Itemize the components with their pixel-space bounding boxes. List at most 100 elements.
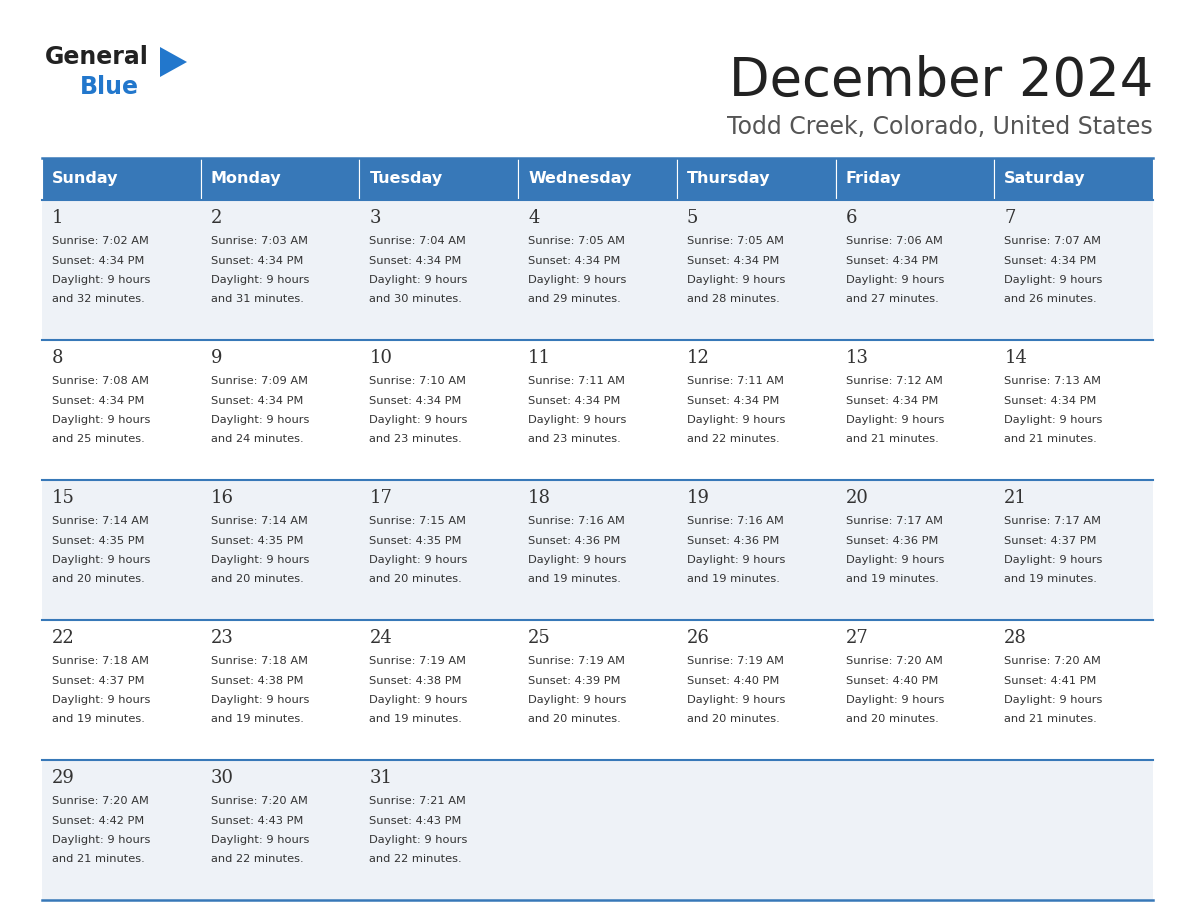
Text: Sunrise: 7:17 AM: Sunrise: 7:17 AM: [846, 516, 942, 526]
Text: and 32 minutes.: and 32 minutes.: [52, 295, 145, 305]
Text: 22: 22: [52, 629, 75, 647]
Text: 3: 3: [369, 209, 381, 227]
Text: Sunrise: 7:21 AM: Sunrise: 7:21 AM: [369, 796, 467, 806]
Text: 10: 10: [369, 349, 392, 367]
Text: and 29 minutes.: and 29 minutes.: [529, 295, 621, 305]
Text: Daylight: 9 hours: Daylight: 9 hours: [1004, 415, 1102, 425]
Text: and 19 minutes.: and 19 minutes.: [210, 714, 304, 724]
Text: 12: 12: [687, 349, 709, 367]
Text: Daylight: 9 hours: Daylight: 9 hours: [52, 555, 151, 565]
Bar: [42, 158, 201, 200]
Text: Sunrise: 7:13 AM: Sunrise: 7:13 AM: [1004, 376, 1101, 386]
Text: and 20 minutes.: and 20 minutes.: [846, 714, 939, 724]
Text: Blue: Blue: [80, 75, 139, 99]
Text: Sunrise: 7:09 AM: Sunrise: 7:09 AM: [210, 376, 308, 386]
Text: and 19 minutes.: and 19 minutes.: [687, 575, 779, 585]
Text: and 20 minutes.: and 20 minutes.: [687, 714, 779, 724]
Text: Sunrise: 7:19 AM: Sunrise: 7:19 AM: [369, 656, 467, 666]
Text: Sunset: 4:34 PM: Sunset: 4:34 PM: [52, 396, 145, 406]
Text: Wednesday: Wednesday: [529, 172, 632, 186]
Text: Daylight: 9 hours: Daylight: 9 hours: [846, 415, 944, 425]
Text: Daylight: 9 hours: Daylight: 9 hours: [52, 275, 151, 285]
Text: Daylight: 9 hours: Daylight: 9 hours: [1004, 555, 1102, 565]
Text: Daylight: 9 hours: Daylight: 9 hours: [687, 415, 785, 425]
Text: Sunrise: 7:06 AM: Sunrise: 7:06 AM: [846, 236, 942, 246]
Text: 26: 26: [687, 629, 709, 647]
Text: Sunset: 4:39 PM: Sunset: 4:39 PM: [529, 676, 620, 686]
Text: and 25 minutes.: and 25 minutes.: [52, 434, 145, 444]
Text: General: General: [45, 45, 148, 69]
Text: and 19 minutes.: and 19 minutes.: [369, 714, 462, 724]
Text: Daylight: 9 hours: Daylight: 9 hours: [210, 695, 309, 705]
Text: Sunset: 4:43 PM: Sunset: 4:43 PM: [210, 815, 303, 825]
Text: Sunrise: 7:17 AM: Sunrise: 7:17 AM: [1004, 516, 1101, 526]
Text: 13: 13: [846, 349, 868, 367]
Text: Sunrise: 7:03 AM: Sunrise: 7:03 AM: [210, 236, 308, 246]
Text: and 20 minutes.: and 20 minutes.: [52, 575, 145, 585]
Text: Sunrise: 7:11 AM: Sunrise: 7:11 AM: [529, 376, 625, 386]
Bar: [201, 158, 360, 200]
Text: Sunday: Sunday: [52, 172, 119, 186]
Text: Daylight: 9 hours: Daylight: 9 hours: [846, 275, 944, 285]
Text: Sunset: 4:34 PM: Sunset: 4:34 PM: [687, 396, 779, 406]
Text: and 21 minutes.: and 21 minutes.: [1004, 434, 1097, 444]
Text: and 23 minutes.: and 23 minutes.: [369, 434, 462, 444]
Text: Sunrise: 7:16 AM: Sunrise: 7:16 AM: [687, 516, 784, 526]
Text: Sunset: 4:38 PM: Sunset: 4:38 PM: [210, 676, 303, 686]
Text: and 20 minutes.: and 20 minutes.: [529, 714, 621, 724]
Text: Sunrise: 7:02 AM: Sunrise: 7:02 AM: [52, 236, 148, 246]
Text: Sunrise: 7:14 AM: Sunrise: 7:14 AM: [210, 516, 308, 526]
Text: 25: 25: [529, 629, 551, 647]
Bar: [42, 340, 1154, 480]
Text: Sunset: 4:34 PM: Sunset: 4:34 PM: [846, 255, 939, 265]
Bar: [360, 158, 518, 200]
Text: Sunrise: 7:10 AM: Sunrise: 7:10 AM: [369, 376, 467, 386]
Text: 24: 24: [369, 629, 392, 647]
Text: Daylight: 9 hours: Daylight: 9 hours: [687, 275, 785, 285]
Text: Daylight: 9 hours: Daylight: 9 hours: [529, 555, 626, 565]
Text: and 20 minutes.: and 20 minutes.: [210, 575, 303, 585]
Text: and 19 minutes.: and 19 minutes.: [1004, 575, 1098, 585]
Bar: [42, 620, 1154, 760]
Text: Sunrise: 7:20 AM: Sunrise: 7:20 AM: [210, 796, 308, 806]
Text: Daylight: 9 hours: Daylight: 9 hours: [529, 695, 626, 705]
Text: Sunrise: 7:19 AM: Sunrise: 7:19 AM: [687, 656, 784, 666]
Text: and 26 minutes.: and 26 minutes.: [1004, 295, 1097, 305]
Text: Daylight: 9 hours: Daylight: 9 hours: [369, 695, 468, 705]
Text: Sunrise: 7:05 AM: Sunrise: 7:05 AM: [687, 236, 784, 246]
Text: Sunrise: 7:12 AM: Sunrise: 7:12 AM: [846, 376, 942, 386]
Text: Thursday: Thursday: [687, 172, 770, 186]
Text: 30: 30: [210, 769, 234, 787]
Text: Sunset: 4:37 PM: Sunset: 4:37 PM: [1004, 535, 1097, 545]
Text: Daylight: 9 hours: Daylight: 9 hours: [210, 555, 309, 565]
Text: Daylight: 9 hours: Daylight: 9 hours: [1004, 275, 1102, 285]
Text: and 22 minutes.: and 22 minutes.: [210, 855, 303, 865]
Text: Monday: Monday: [210, 172, 282, 186]
Text: Sunrise: 7:20 AM: Sunrise: 7:20 AM: [52, 796, 148, 806]
Text: Sunset: 4:34 PM: Sunset: 4:34 PM: [369, 396, 462, 406]
Text: and 21 minutes.: and 21 minutes.: [846, 434, 939, 444]
Text: Sunset: 4:36 PM: Sunset: 4:36 PM: [687, 535, 779, 545]
Text: Sunset: 4:34 PM: Sunset: 4:34 PM: [1004, 255, 1097, 265]
Bar: [518, 158, 677, 200]
Polygon shape: [160, 47, 187, 77]
Text: 20: 20: [846, 489, 868, 507]
Text: Sunrise: 7:04 AM: Sunrise: 7:04 AM: [369, 236, 467, 246]
Text: Daylight: 9 hours: Daylight: 9 hours: [210, 415, 309, 425]
Text: 9: 9: [210, 349, 222, 367]
Text: 14: 14: [1004, 349, 1028, 367]
Text: Daylight: 9 hours: Daylight: 9 hours: [369, 275, 468, 285]
Bar: [994, 158, 1154, 200]
Text: Sunset: 4:37 PM: Sunset: 4:37 PM: [52, 676, 145, 686]
Text: Sunset: 4:34 PM: Sunset: 4:34 PM: [52, 255, 145, 265]
Text: Daylight: 9 hours: Daylight: 9 hours: [52, 835, 151, 845]
Text: and 19 minutes.: and 19 minutes.: [52, 714, 145, 724]
Text: and 23 minutes.: and 23 minutes.: [529, 434, 621, 444]
Text: Sunrise: 7:14 AM: Sunrise: 7:14 AM: [52, 516, 148, 526]
Text: Daylight: 9 hours: Daylight: 9 hours: [1004, 695, 1102, 705]
Text: Sunset: 4:35 PM: Sunset: 4:35 PM: [210, 535, 303, 545]
Bar: [677, 158, 835, 200]
Text: Sunrise: 7:16 AM: Sunrise: 7:16 AM: [529, 516, 625, 526]
Text: 8: 8: [52, 349, 63, 367]
Text: Sunrise: 7:11 AM: Sunrise: 7:11 AM: [687, 376, 784, 386]
